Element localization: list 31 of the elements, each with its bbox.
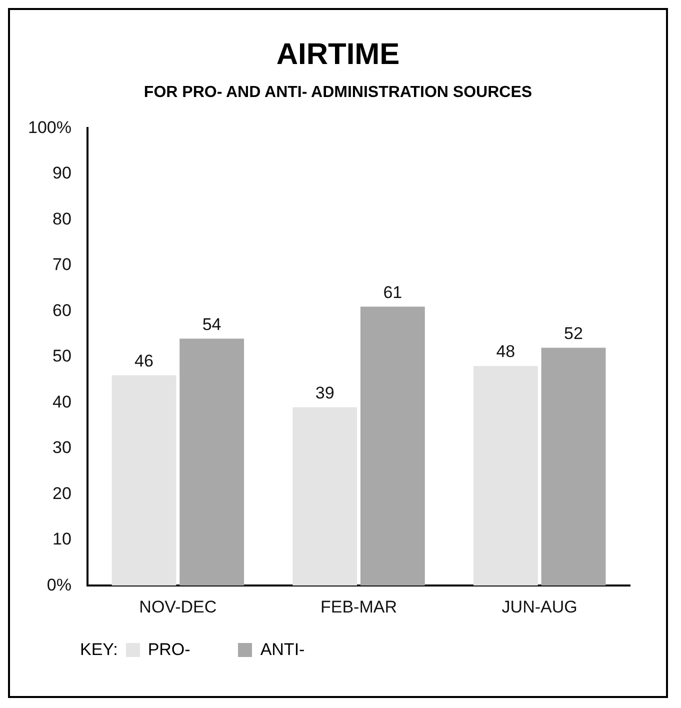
bar xyxy=(112,375,176,586)
bar xyxy=(473,366,538,586)
chart-title: AIRTIME xyxy=(275,38,401,72)
y-tick-label: 40 xyxy=(52,392,72,412)
data-label: 39 xyxy=(315,383,334,402)
data-label: 54 xyxy=(202,314,222,334)
y-tick-label: 60 xyxy=(52,300,72,320)
data-label: 61 xyxy=(383,282,402,302)
x-tick-label: NOV-DEC xyxy=(139,597,217,616)
bar xyxy=(180,338,244,586)
legend-label: ANTI- xyxy=(260,640,305,660)
chart-subtitle: FOR PRO- AND ANTI- ADMINISTRATION SOURCES xyxy=(142,84,534,102)
x-tick-label: FEB-MAR xyxy=(320,597,397,616)
y-tick-label: 100% xyxy=(28,118,72,137)
x-tick-label: JUN-AUG xyxy=(502,597,578,616)
legend-title: KEY: xyxy=(80,640,118,660)
bar xyxy=(541,348,606,586)
bar xyxy=(292,407,358,586)
y-tick-label: 0% xyxy=(46,575,72,594)
legend-label: PRO- xyxy=(148,640,190,660)
y-tick-label: 10 xyxy=(52,530,72,549)
data-label: 46 xyxy=(134,351,154,370)
data-label: 52 xyxy=(564,324,583,343)
y-tick-label: 50 xyxy=(52,346,72,366)
data-label: 48 xyxy=(496,342,516,362)
y-tick-label: 30 xyxy=(52,438,72,458)
y-tick-label: 80 xyxy=(52,209,72,228)
y-tick-label: 90 xyxy=(52,164,72,183)
bar xyxy=(360,306,425,586)
y-tick-label: 20 xyxy=(52,484,72,503)
y-tick-label: 70 xyxy=(52,255,72,274)
